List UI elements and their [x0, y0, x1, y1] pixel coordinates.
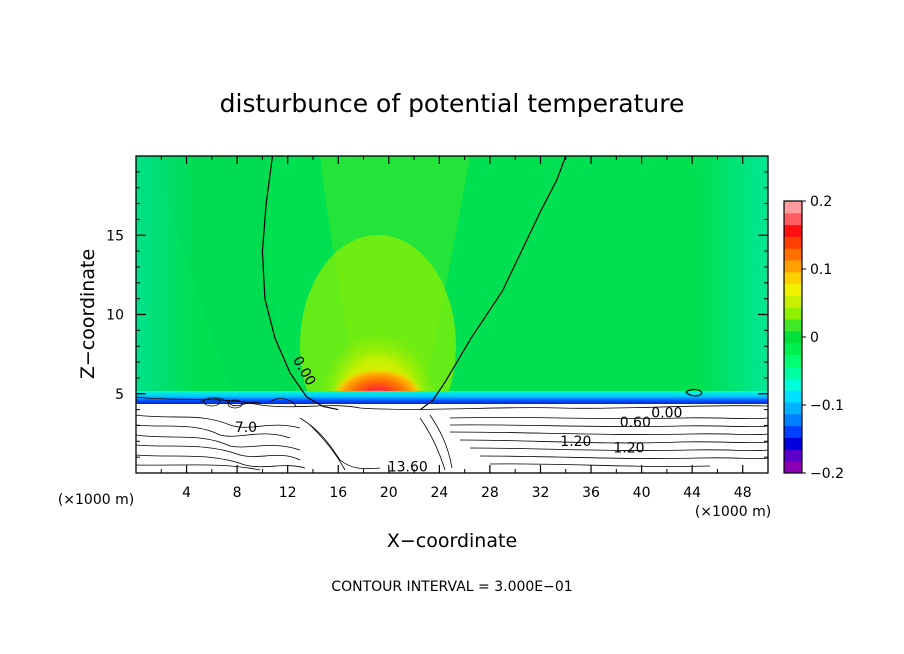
x-tick-label: 48: [734, 485, 752, 501]
colorbar-swatch: [784, 449, 802, 462]
colorbar-swatch: [784, 366, 802, 379]
colorbar-tick-label: −0.1: [810, 398, 844, 414]
colorbar-swatch: [784, 390, 802, 403]
colorbar-swatch: [784, 378, 802, 391]
colorbar-swatch: [784, 248, 802, 261]
x-unit-label-left: (×1000 m): [58, 492, 134, 508]
colorbar-swatch: [784, 461, 802, 474]
x-tick-label: 28: [481, 485, 499, 501]
colorbar-swatch: [784, 283, 802, 297]
inversion-layer: [136, 391, 768, 407]
x-tick-label: 36: [582, 485, 600, 501]
x-tick-label: 40: [633, 485, 651, 501]
colorbar-swatch: [784, 236, 802, 249]
y-axis: 5 10 15: [106, 171, 768, 458]
contour-label: 13.60: [388, 459, 428, 475]
colorbar-swatch: [784, 201, 802, 214]
colorbar-swatch: [784, 425, 802, 438]
contour-interval-note: CONTOUR INTERVAL = 3.000E−01: [331, 579, 572, 595]
x-tick-label: 16: [329, 485, 347, 501]
colorbar-swatch: [784, 212, 802, 226]
colorbar-swatch: [784, 295, 802, 308]
x-unit-label-right: (×1000 m): [695, 504, 771, 520]
colorbar-tick-label: 0.2: [810, 194, 832, 210]
colorbar-swatch: [784, 342, 802, 356]
x-tick-label: 12: [279, 485, 297, 501]
zero-contour-right: [420, 156, 567, 411]
contour-label: 0.60: [620, 415, 651, 431]
small-closed-contour: [685, 388, 703, 397]
x-axis-label: X−coordinate: [387, 530, 517, 552]
zero-contour-left: [261, 156, 339, 411]
contour-label: 0.00: [651, 406, 682, 422]
colorbar-swatch: [784, 271, 802, 285]
colorbar-swatch: [784, 307, 802, 320]
colorbar-swatch: [784, 319, 802, 332]
x-tick-label: 44: [683, 485, 701, 501]
colorbar-swatch: [784, 413, 802, 427]
colorbar-swatch: [784, 354, 802, 367]
colorbar-tick-label: 0: [810, 330, 819, 346]
colorbar-swatch: [784, 402, 802, 415]
y-tick-label: 5: [115, 387, 124, 403]
colorbar-swatch: [784, 437, 802, 450]
y-tick-label: 15: [106, 228, 124, 244]
contour-label: 1.20: [560, 434, 591, 450]
colorbar-swatch: [784, 331, 802, 344]
lower-layer: [136, 404, 768, 473]
contour-label: 7.0: [235, 420, 257, 436]
x-axis: 4 8 12 16 20 24 28 32 36 40 44 48: [160, 156, 752, 501]
colorbar-tick-label: −0.2: [810, 466, 844, 482]
x-tick-label: 24: [430, 485, 448, 501]
y-tick-label: 10: [106, 308, 124, 324]
colorbar-tick-label: 0.1: [810, 262, 832, 278]
chart-title: disturbunce of potential temperature: [220, 89, 685, 118]
x-tick-label: 32: [532, 485, 550, 501]
colorbar-swatch: [784, 260, 802, 273]
x-tick-label: 20: [380, 485, 398, 501]
contour-label: 1.20: [613, 440, 644, 456]
field-left-edge: [136, 156, 196, 406]
colorbar: 0.2 0.1 0 −0.1 −0.2: [783, 194, 844, 482]
lower-contour-lines: [136, 396, 768, 471]
x-tick-label: 8: [233, 485, 242, 501]
field-right-edge: [700, 156, 768, 406]
y-axis-label: Z−coordinate: [77, 249, 99, 379]
x-tick-label: 4: [182, 485, 191, 501]
colorbar-swatch: [784, 224, 802, 237]
